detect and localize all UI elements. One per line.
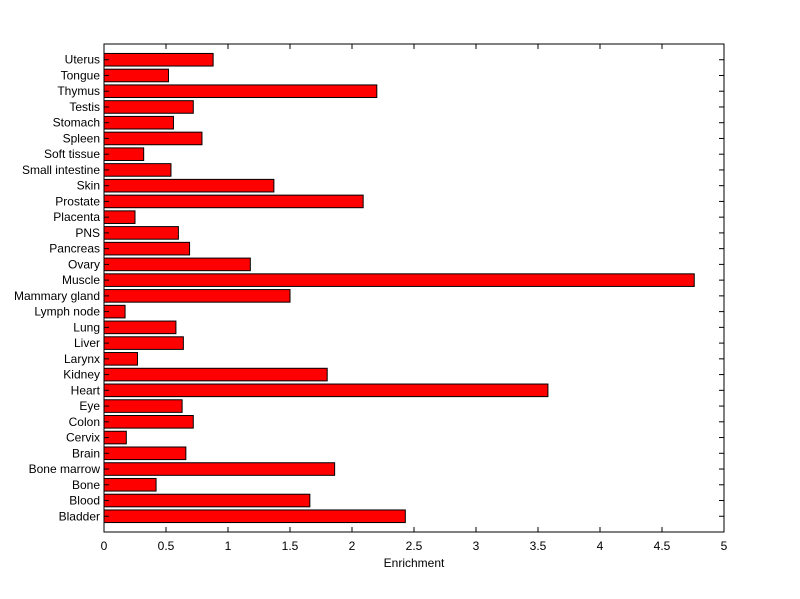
x-tick-label: 3	[473, 539, 480, 553]
y-tick-label: Heart	[71, 383, 101, 397]
bar-pancreas	[103, 241, 191, 256]
y-tick-label: Eye	[79, 399, 100, 413]
y-tick-label: PNS	[75, 226, 100, 240]
x-tick-labels: 0 0.5 1 1.5 2 2.5 3 3.5 4 4.5 5	[101, 539, 728, 553]
bar-soft-tissue	[103, 147, 145, 161]
y-tick-label: Bone	[72, 478, 100, 492]
bar-kidney	[103, 367, 328, 382]
bar-bladder	[103, 509, 406, 524]
y-tick-label: Blood	[69, 494, 100, 508]
bar-brain	[103, 446, 187, 461]
bar-small-intestine	[103, 163, 172, 177]
y-tick-label: Stomach	[53, 116, 100, 130]
bar-eye	[103, 399, 183, 413]
y-tick-label: Spleen	[63, 131, 100, 145]
bar-uterus	[103, 52, 214, 67]
y-tick-label: Muscle	[62, 273, 100, 287]
bars-group	[103, 52, 695, 524]
bar-stomach	[103, 115, 174, 130]
bar-mammary-gland	[103, 289, 291, 303]
bar-colon	[103, 415, 194, 429]
x-tick-label: 1	[225, 539, 232, 553]
y-tick-label: Soft tissue	[44, 147, 100, 161]
bar-pns	[103, 226, 179, 240]
y-tick-label: Cervix	[66, 431, 100, 445]
y-tick-label: Placenta	[53, 210, 100, 224]
x-tick-label: 3.5	[530, 539, 547, 553]
bar-thymus	[103, 84, 378, 99]
bar-testis	[103, 100, 194, 114]
x-tick-label: 0	[101, 539, 108, 553]
y-tick-label: Liver	[74, 336, 100, 350]
plot-frame	[103, 43, 725, 533]
y-tick-label: Uterus	[65, 53, 100, 67]
x-tick-label: 0.5	[158, 539, 175, 553]
bar-bone	[103, 477, 157, 492]
y-tick-label: Mammary gland	[14, 289, 100, 303]
y-tick-label: Prostate	[55, 194, 100, 208]
y-tick-label: Testis	[69, 100, 100, 114]
x-tick-label: 4	[597, 539, 604, 553]
y-tick-label: Kidney	[63, 368, 100, 382]
y-tick-label: Ovary	[68, 257, 100, 271]
bar-muscle	[103, 273, 695, 287]
x-axis-label: Enrichment	[384, 556, 445, 570]
bar-tongue	[103, 68, 169, 83]
y-tick-label: Lung	[73, 320, 100, 334]
bar-spleen	[103, 131, 203, 146]
bar-prostate	[103, 194, 364, 209]
y-tick-label: Larynx	[64, 352, 100, 366]
bar-blood	[103, 493, 311, 508]
y-tick-label: Thymus	[57, 84, 100, 98]
bar-heart	[103, 383, 549, 398]
y-tick-label: Pancreas	[49, 242, 100, 256]
bar-bone-marrow	[103, 462, 336, 476]
y-tick-label: Small intestine	[22, 163, 100, 177]
ticks-group	[103, 44, 725, 532]
bar-liver	[103, 336, 184, 350]
x-tick-label: 2.5	[406, 539, 423, 553]
x-tick-label: 4.5	[654, 539, 671, 553]
y-tick-label: Skin	[77, 179, 100, 193]
y-tick-label: Brain	[72, 446, 100, 460]
x-tick-label: 1.5	[282, 539, 299, 553]
y-tick-label: Tongue	[61, 68, 101, 82]
y-tick-label: Bladder	[59, 509, 100, 523]
x-tick-label: 2	[349, 539, 356, 553]
y-tick-label: Lymph node	[34, 305, 100, 319]
y-tick-label: Bone marrow	[29, 462, 101, 476]
x-tick-label: 5	[721, 539, 728, 553]
bar-lung	[103, 320, 177, 335]
bar-larynx	[103, 352, 138, 366]
bar-ovary	[103, 257, 251, 272]
y-tick-label: Colon	[69, 415, 100, 429]
bar-skin	[103, 178, 275, 193]
